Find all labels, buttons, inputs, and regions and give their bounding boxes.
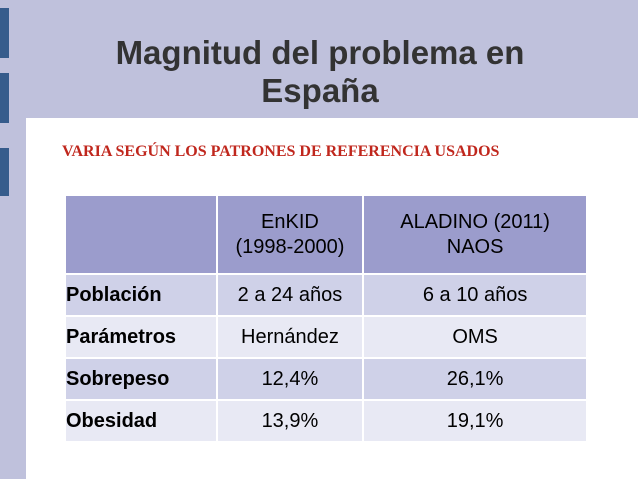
table-cell-enkid: Hernández	[217, 317, 363, 357]
table-header-line: (1998-2000)	[235, 235, 345, 258]
comparison-table: EnKID (1998-2000) ALADINO (2011) NAOS Po…	[64, 194, 588, 443]
table-header-enkid: EnKID (1998-2000)	[217, 196, 363, 273]
row-label: Obesidad	[66, 401, 216, 441]
table-header-row: EnKID (1998-2000) ALADINO (2011) NAOS	[66, 196, 586, 273]
slide-subtitle: VARIA SEGÚN LOS PATRONES DE REFERENCIA U…	[62, 143, 500, 160]
table-row: Sobrepeso 12,4% 26,1%	[66, 359, 586, 399]
table-cell-aladino: 19,1%	[364, 401, 586, 441]
slide-title-line-1: Magnitud del problema en	[115, 34, 525, 71]
accent-bar	[0, 8, 9, 58]
slide-title: Magnitud del problema en España	[60, 34, 580, 110]
table-row: Población 2 a 24 años 6 a 10 años	[66, 275, 586, 315]
table-row: Parámetros Hernández OMS	[66, 317, 586, 357]
accent-bar	[0, 73, 9, 123]
table-header-line: ALADINO (2011)	[400, 210, 550, 233]
table-header-empty	[66, 196, 216, 273]
accent-bar	[0, 148, 9, 196]
table-row: Obesidad 13,9% 19,1%	[66, 401, 586, 441]
table-header-line: EnKID	[261, 210, 319, 233]
header-band	[0, 0, 638, 118]
table-cell-enkid: 12,4%	[217, 359, 363, 399]
table-cell-enkid: 2 a 24 años	[217, 275, 363, 315]
table-cell-enkid: 13,9%	[217, 401, 363, 441]
row-label: Parámetros	[66, 317, 216, 357]
slide-title-line-2: España	[261, 72, 379, 109]
table-header-line: NAOS	[446, 235, 504, 258]
table-cell-aladino: 26,1%	[364, 359, 586, 399]
table-header-aladino: ALADINO (2011) NAOS	[364, 196, 586, 273]
table-cell-aladino: 6 a 10 años	[364, 275, 586, 315]
row-label: Sobrepeso	[66, 359, 216, 399]
row-label: Población	[66, 275, 216, 315]
table-cell-aladino: OMS	[364, 317, 586, 357]
